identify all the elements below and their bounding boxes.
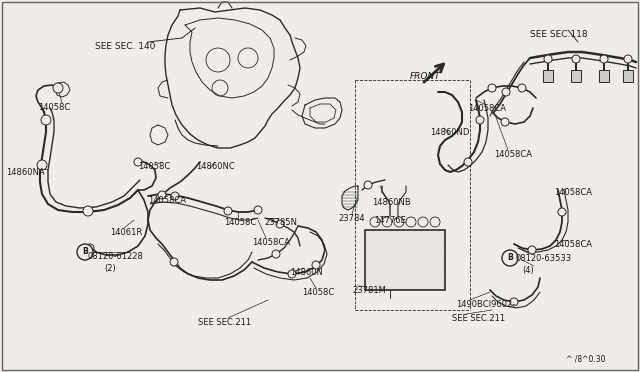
Circle shape bbox=[624, 55, 632, 63]
Circle shape bbox=[544, 55, 552, 63]
Circle shape bbox=[370, 217, 380, 227]
Circle shape bbox=[518, 84, 526, 92]
Text: 14058CA: 14058CA bbox=[148, 196, 186, 205]
Text: 14860NA: 14860NA bbox=[6, 168, 45, 177]
Text: 14860ND: 14860ND bbox=[430, 128, 469, 137]
Circle shape bbox=[86, 244, 94, 252]
Circle shape bbox=[312, 261, 320, 269]
Circle shape bbox=[476, 116, 484, 124]
Text: 08120-61228: 08120-61228 bbox=[88, 252, 144, 261]
Text: 14860NB: 14860NB bbox=[372, 198, 411, 207]
Text: 14058C: 14058C bbox=[224, 218, 256, 227]
Text: SEE SEC.211: SEE SEC.211 bbox=[198, 318, 251, 327]
Text: 23781M: 23781M bbox=[352, 286, 386, 295]
Text: 14058C: 14058C bbox=[38, 103, 70, 112]
Circle shape bbox=[171, 192, 179, 200]
Circle shape bbox=[502, 250, 518, 266]
Text: (2): (2) bbox=[104, 264, 116, 273]
Text: 14776E: 14776E bbox=[374, 216, 406, 225]
Circle shape bbox=[170, 258, 178, 266]
Circle shape bbox=[488, 84, 496, 92]
Text: SEE SEC.118: SEE SEC.118 bbox=[530, 30, 588, 39]
Text: 14058CA: 14058CA bbox=[554, 188, 592, 197]
Circle shape bbox=[288, 270, 296, 278]
Circle shape bbox=[382, 217, 392, 227]
Bar bbox=[623, 70, 633, 82]
Bar bbox=[365, 230, 445, 290]
Circle shape bbox=[364, 181, 372, 189]
Circle shape bbox=[77, 244, 93, 260]
Circle shape bbox=[418, 217, 428, 227]
Circle shape bbox=[528, 246, 536, 254]
Text: 14860NC: 14860NC bbox=[196, 162, 235, 171]
Circle shape bbox=[558, 208, 566, 216]
Circle shape bbox=[464, 158, 472, 166]
Circle shape bbox=[502, 88, 510, 96]
Circle shape bbox=[430, 217, 440, 227]
Text: 14058C: 14058C bbox=[138, 162, 170, 171]
Circle shape bbox=[572, 55, 580, 63]
Text: B: B bbox=[507, 253, 513, 263]
Bar bbox=[571, 70, 581, 82]
Text: 08120-63533: 08120-63533 bbox=[516, 254, 572, 263]
Text: (4): (4) bbox=[522, 266, 534, 275]
Circle shape bbox=[406, 217, 416, 227]
Circle shape bbox=[276, 220, 284, 228]
Text: ^ /8^0.30: ^ /8^0.30 bbox=[566, 354, 605, 363]
Circle shape bbox=[83, 206, 93, 216]
Text: 14058CA: 14058CA bbox=[554, 240, 592, 249]
Bar bbox=[543, 70, 553, 82]
Circle shape bbox=[41, 115, 51, 125]
Circle shape bbox=[158, 191, 166, 199]
Circle shape bbox=[510, 298, 518, 306]
Circle shape bbox=[272, 250, 280, 258]
Text: 23784: 23784 bbox=[338, 214, 365, 223]
Circle shape bbox=[254, 206, 262, 214]
Text: 1490BCI9602-: 1490BCI9602- bbox=[456, 300, 515, 309]
Text: FRONT: FRONT bbox=[410, 72, 441, 81]
Text: 23785N: 23785N bbox=[264, 218, 297, 227]
Circle shape bbox=[394, 217, 404, 227]
Text: SEE SEC.211: SEE SEC.211 bbox=[452, 314, 505, 323]
Text: B: B bbox=[82, 247, 88, 257]
Circle shape bbox=[600, 55, 608, 63]
Text: SEE SEC. 140: SEE SEC. 140 bbox=[95, 42, 156, 51]
Circle shape bbox=[53, 83, 63, 93]
Text: 14058CA: 14058CA bbox=[468, 104, 506, 113]
Circle shape bbox=[501, 118, 509, 126]
Text: 14860N: 14860N bbox=[290, 268, 323, 277]
Bar bbox=[599, 70, 609, 82]
Text: 14058CA: 14058CA bbox=[252, 238, 290, 247]
Circle shape bbox=[134, 158, 142, 166]
Circle shape bbox=[224, 207, 232, 215]
Text: 14061R: 14061R bbox=[110, 228, 142, 237]
Circle shape bbox=[37, 160, 47, 170]
Text: 14058C: 14058C bbox=[302, 288, 334, 297]
Text: 14058CA: 14058CA bbox=[494, 150, 532, 159]
